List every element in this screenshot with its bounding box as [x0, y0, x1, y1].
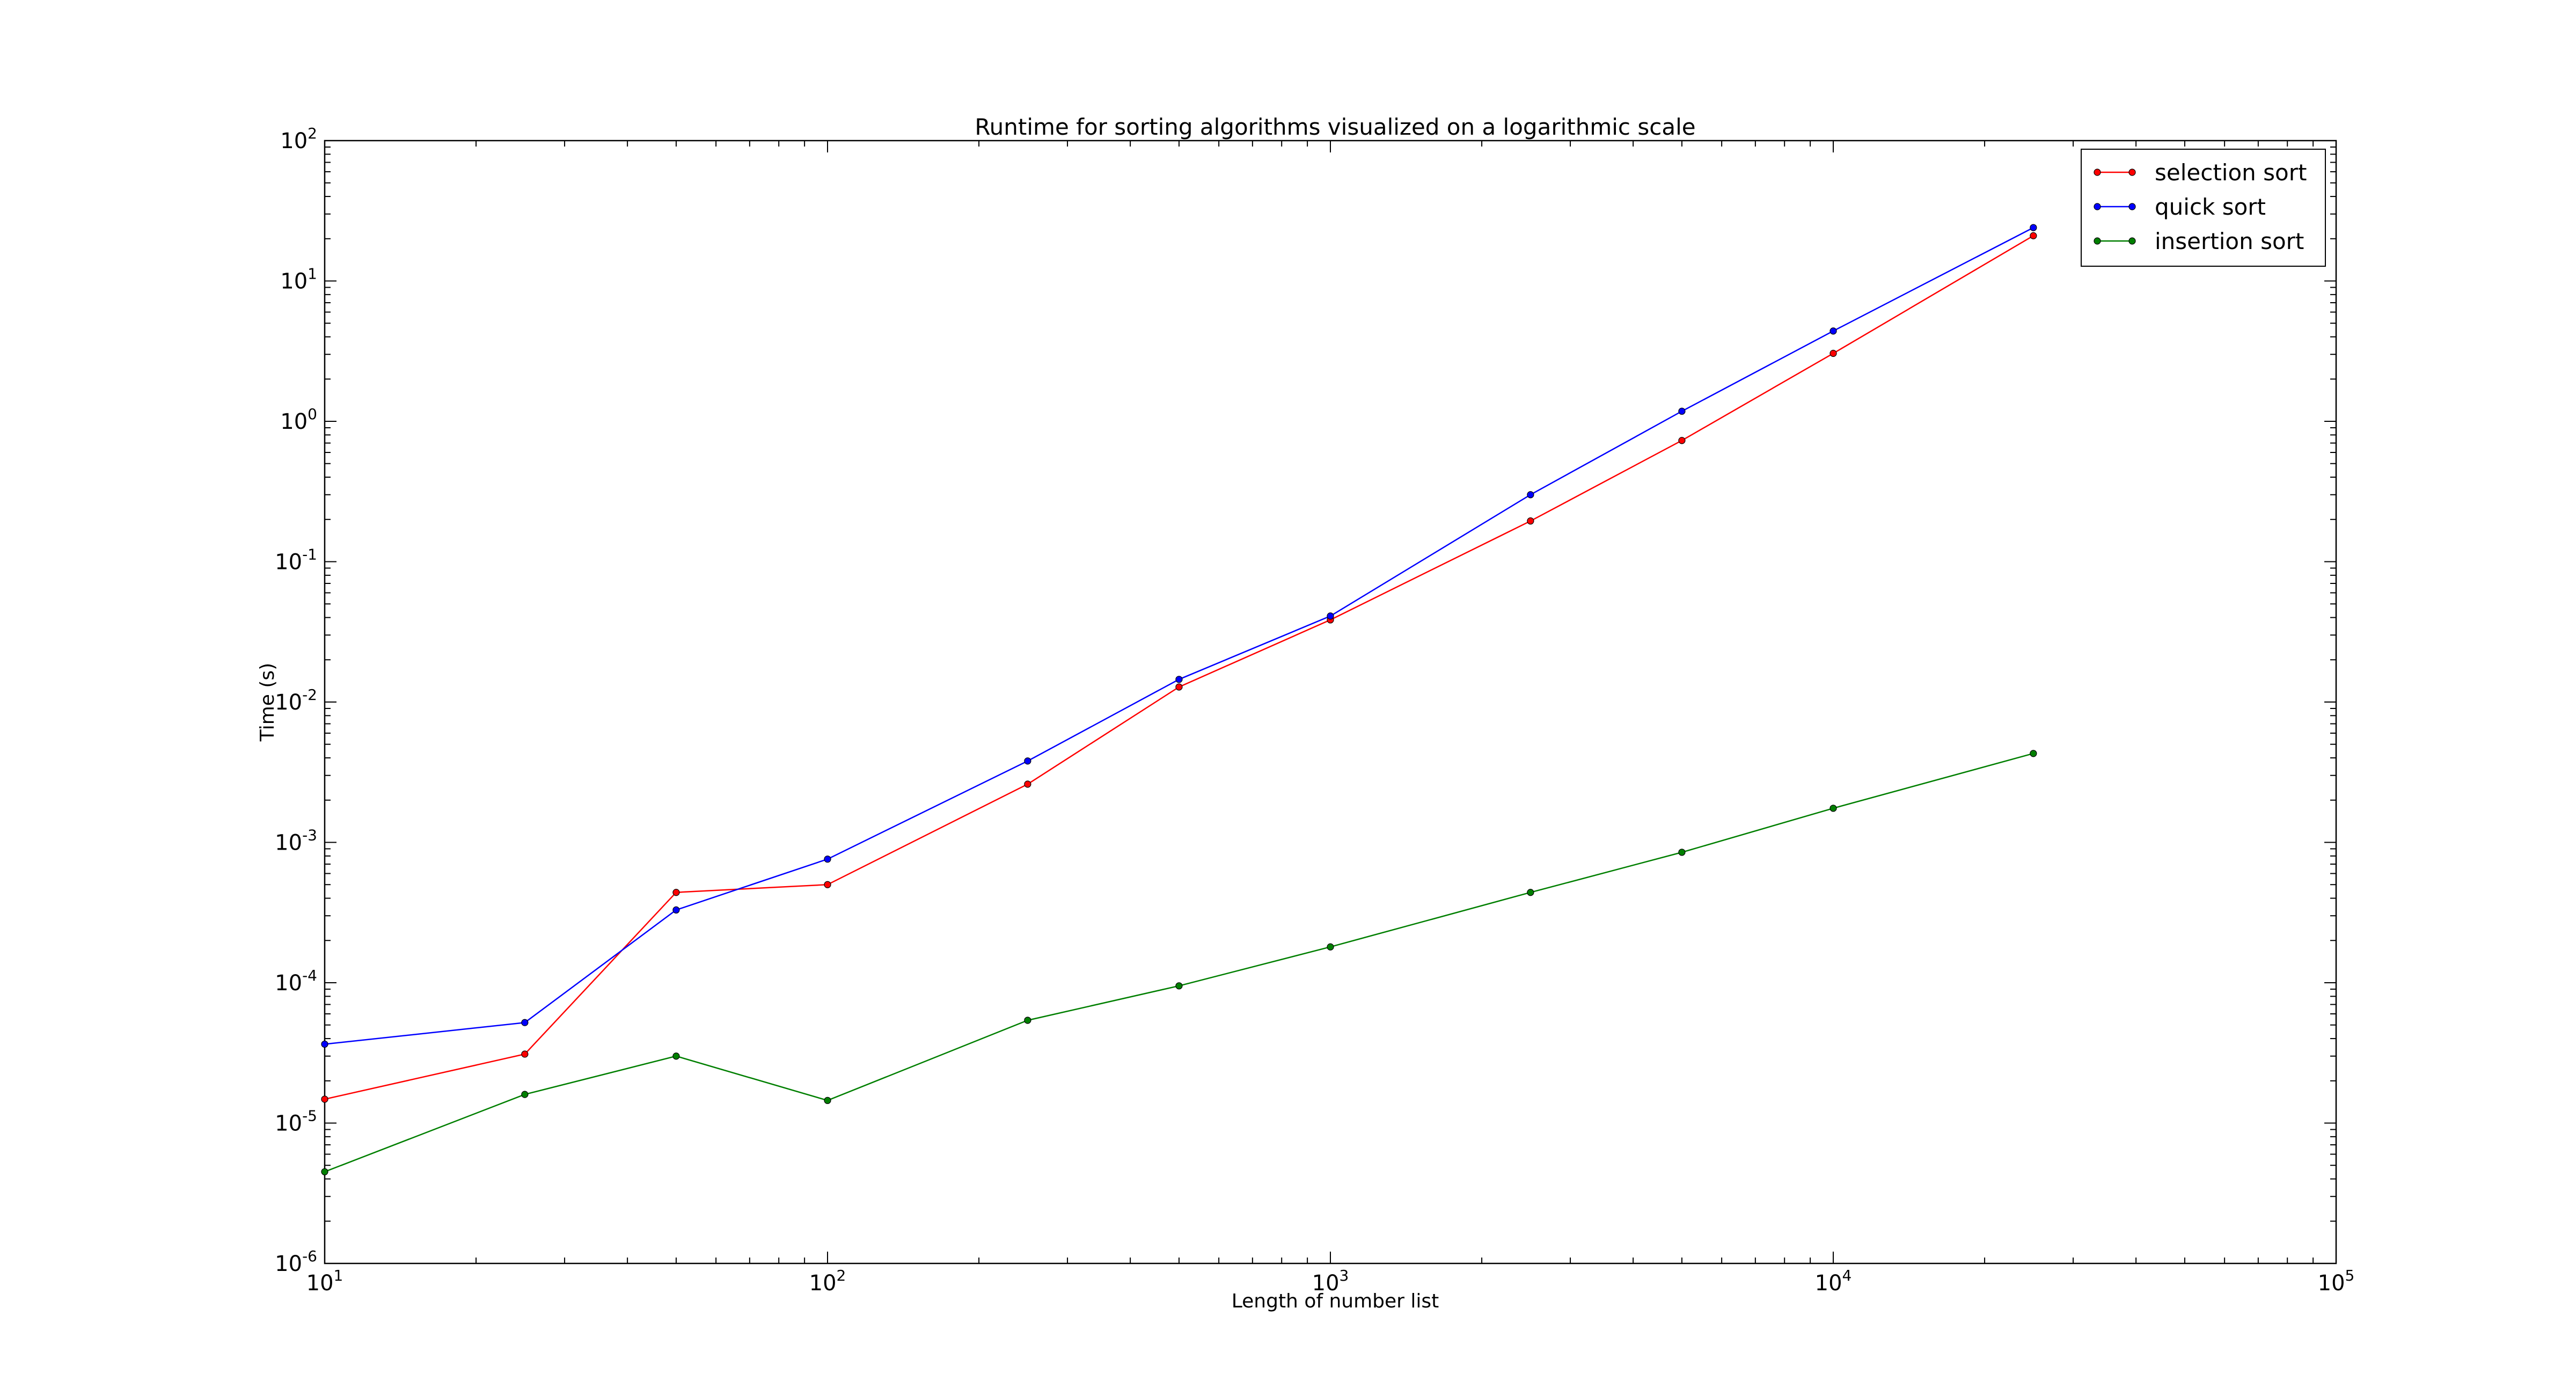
- data-point-insertion-sort: [2030, 750, 2037, 757]
- legend-marker: [2128, 237, 2136, 245]
- data-point-insertion-sort: [1527, 889, 1534, 896]
- data-point-insertion-sort: [824, 1097, 831, 1104]
- data-point-quick-sort: [321, 1040, 328, 1048]
- data-point-insertion-sort: [1829, 805, 1837, 812]
- data-point-quick-sort: [1327, 612, 1334, 620]
- data-point-quick-sort: [521, 1019, 529, 1026]
- data-point-selection-sort: [824, 881, 831, 888]
- legend-marker: [2094, 237, 2101, 245]
- data-point-selection-sort: [2030, 232, 2037, 239]
- data-point-quick-sort: [1024, 757, 1031, 765]
- data-point-quick-sort: [672, 906, 680, 914]
- legend: selection sort quick sort insertion sort: [2081, 149, 2326, 267]
- data-point-quick-sort: [1527, 491, 1534, 499]
- legend-label-selection-sort: selection sort: [2155, 159, 2307, 186]
- data-point-selection-sort: [1175, 683, 1183, 691]
- legend-marker: [2094, 203, 2101, 210]
- x-axis-label: Length of number list: [1232, 1290, 1439, 1312]
- data-point-selection-sort: [1527, 517, 1534, 525]
- y-tick-label: 10-3: [275, 827, 317, 856]
- chart-title: Runtime for sorting algorithms visualize…: [975, 114, 1695, 140]
- data-point-quick-sort: [1175, 676, 1183, 683]
- data-point-insertion-sort: [1175, 982, 1183, 990]
- data-point-quick-sort: [824, 856, 831, 863]
- data-point-selection-sort: [1678, 437, 1686, 444]
- data-point-insertion-sort: [1327, 943, 1334, 951]
- data-point-selection-sort: [521, 1050, 529, 1058]
- legend-label-insertion-sort: insertion sort: [2155, 228, 2304, 254]
- y-axis-label: Time (s): [257, 663, 279, 742]
- legend-marker: [2094, 169, 2101, 176]
- y-tick-label: 101: [280, 265, 317, 294]
- data-point-insertion-sort: [1678, 849, 1686, 856]
- legend-label-quick-sort: quick sort: [2155, 194, 2266, 220]
- data-point-selection-sort: [321, 1095, 328, 1103]
- data-point-selection-sort: [1024, 780, 1031, 788]
- x-tick-label: 105: [2318, 1267, 2355, 1296]
- y-tick-label: 10-1: [275, 546, 317, 575]
- data-point-insertion-sort: [1024, 1017, 1031, 1024]
- data-point-selection-sort: [672, 889, 680, 896]
- data-point-quick-sort: [2030, 224, 2037, 231]
- legend-marker: [2128, 169, 2136, 176]
- data-point-insertion-sort: [521, 1091, 529, 1098]
- data-point-quick-sort: [1678, 407, 1686, 415]
- data-point-selection-sort: [1829, 349, 1837, 357]
- legend-marker: [2128, 203, 2136, 210]
- data-point-insertion-sort: [672, 1053, 680, 1060]
- data-point-insertion-sort: [321, 1168, 328, 1175]
- data-point-quick-sort: [1829, 327, 1837, 335]
- legend-box: [2081, 149, 2326, 267]
